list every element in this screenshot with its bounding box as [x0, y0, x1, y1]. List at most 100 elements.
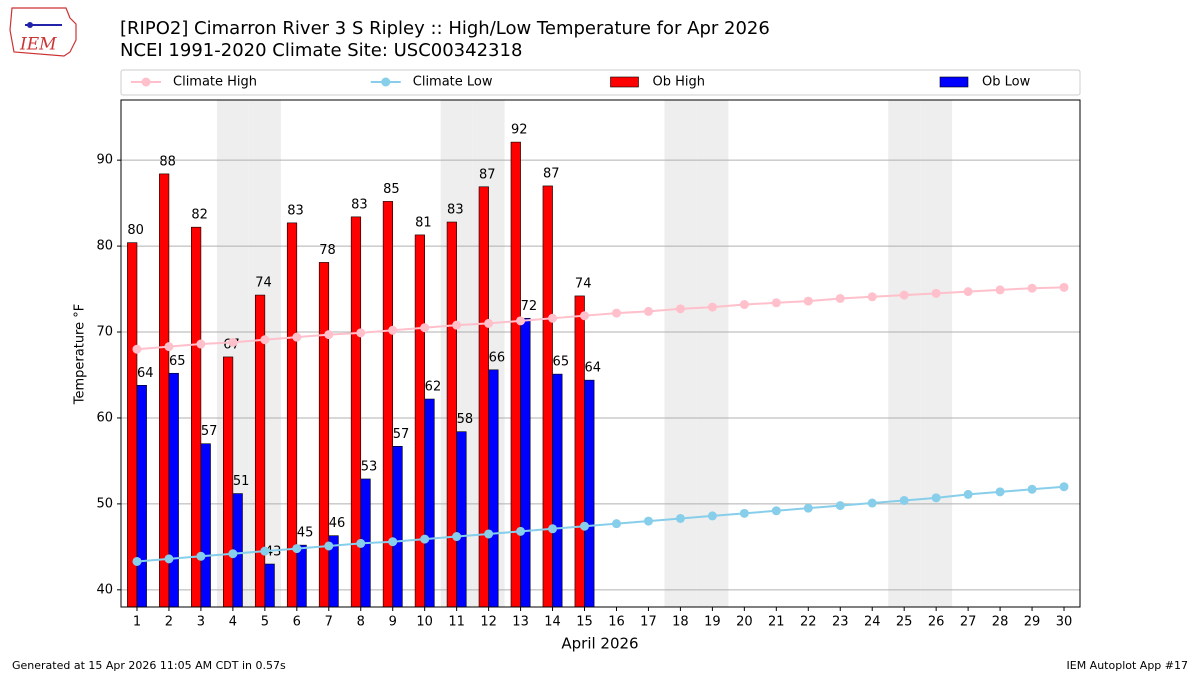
legend-label: Ob Low [982, 75, 1031, 90]
bar [424, 398, 435, 608]
x-tick-label: 21 [768, 615, 785, 630]
data-label: 64 [137, 366, 154, 381]
data-label: 51 [233, 474, 250, 489]
x-tick-label: 9 [389, 615, 397, 630]
point [835, 501, 845, 511]
data-label: 92 [511, 123, 528, 138]
point [452, 532, 462, 542]
point [260, 546, 270, 556]
y-axis-label: Temperature °F [73, 304, 88, 405]
legend-marker [381, 77, 391, 87]
data-label: 57 [393, 427, 410, 442]
data-label: 66 [489, 350, 506, 365]
point [164, 342, 174, 352]
data-label: 64 [585, 361, 602, 376]
point [739, 300, 749, 310]
x-tick-label: 8 [357, 615, 365, 630]
point [324, 541, 334, 551]
data-label: 82 [191, 208, 208, 223]
point [771, 298, 781, 308]
y-tick-label: 90 [96, 153, 113, 168]
data-label: 83 [351, 197, 368, 212]
y-tick-label: 70 [96, 325, 113, 340]
x-tick-label: 14 [544, 615, 561, 630]
point [132, 556, 142, 566]
bar [552, 373, 563, 608]
legend-label: Ob High [653, 75, 706, 90]
bar [382, 201, 394, 608]
bar [127, 242, 138, 608]
x-tick-label: 20 [736, 615, 753, 630]
point [771, 506, 781, 516]
point [388, 537, 398, 547]
legend-marker [141, 77, 151, 87]
point [164, 554, 174, 564]
x-tick-label: 24 [864, 615, 881, 630]
point [963, 489, 973, 499]
data-label: 78 [319, 243, 336, 258]
x-tick-label: 23 [832, 615, 849, 630]
data-label: 62 [425, 380, 442, 395]
x-tick-label: 28 [992, 615, 1009, 630]
point [899, 290, 909, 300]
data-label: 83 [447, 203, 464, 218]
logo-text: IEM [19, 35, 57, 55]
point [548, 524, 558, 534]
weekend-shade [888, 100, 921, 607]
point [675, 513, 685, 523]
bar [510, 141, 521, 608]
bar [222, 356, 234, 608]
data-label: 88 [159, 154, 176, 169]
point [643, 306, 653, 316]
bar [584, 379, 595, 608]
data-label: 43 [265, 545, 282, 560]
legend-item: Climate Low [370, 75, 493, 90]
point [1027, 283, 1037, 293]
point [611, 519, 621, 529]
point [132, 344, 142, 354]
legend-swatch [939, 76, 969, 88]
legend-label: Climate High [173, 75, 257, 90]
x-tick-label: 17 [640, 615, 657, 630]
chart-subtitle: NCEI 1991-2020 Climate Site: USC00342318 [120, 40, 522, 61]
line [136, 485, 1065, 563]
point [867, 292, 877, 302]
point [516, 526, 526, 536]
bar [520, 317, 531, 608]
point [835, 294, 845, 304]
bar [478, 186, 489, 608]
data-label: 74 [255, 276, 272, 291]
point [931, 493, 941, 503]
data-label: 87 [479, 167, 496, 182]
data-label: 80 [127, 223, 144, 238]
data-label: 85 [383, 182, 400, 197]
x-tick-label: 7 [325, 615, 333, 630]
legend-swatch [610, 76, 639, 88]
x-axis-label: April 2026 [561, 635, 638, 653]
bar [264, 563, 275, 608]
x-tick-label: 19 [704, 615, 721, 630]
y-tick-label: 60 [96, 410, 113, 425]
x-tick-label: 4 [229, 615, 237, 630]
bar [456, 431, 467, 608]
point [580, 521, 590, 531]
bar [136, 384, 147, 608]
chart-title: [RIPO2] Cimarron River 3 S Ripley :: Hig… [120, 18, 770, 39]
footer-right: IEM Autoplot App #17 [1067, 659, 1189, 672]
line [136, 286, 1065, 351]
point [675, 304, 685, 314]
x-tick-label: 18 [672, 615, 689, 630]
bar [318, 262, 330, 608]
point [356, 328, 366, 338]
x-tick-label: 10 [416, 615, 433, 630]
point [1059, 282, 1069, 292]
data-label: 74 [575, 276, 592, 291]
weekend-shade [664, 100, 697, 607]
x-tick-label: 25 [896, 615, 913, 630]
legend-item: Ob High [610, 75, 706, 90]
point [420, 534, 430, 544]
point [516, 316, 526, 326]
point [420, 323, 430, 333]
point [388, 325, 398, 335]
x-tick-label: 27 [960, 615, 977, 630]
